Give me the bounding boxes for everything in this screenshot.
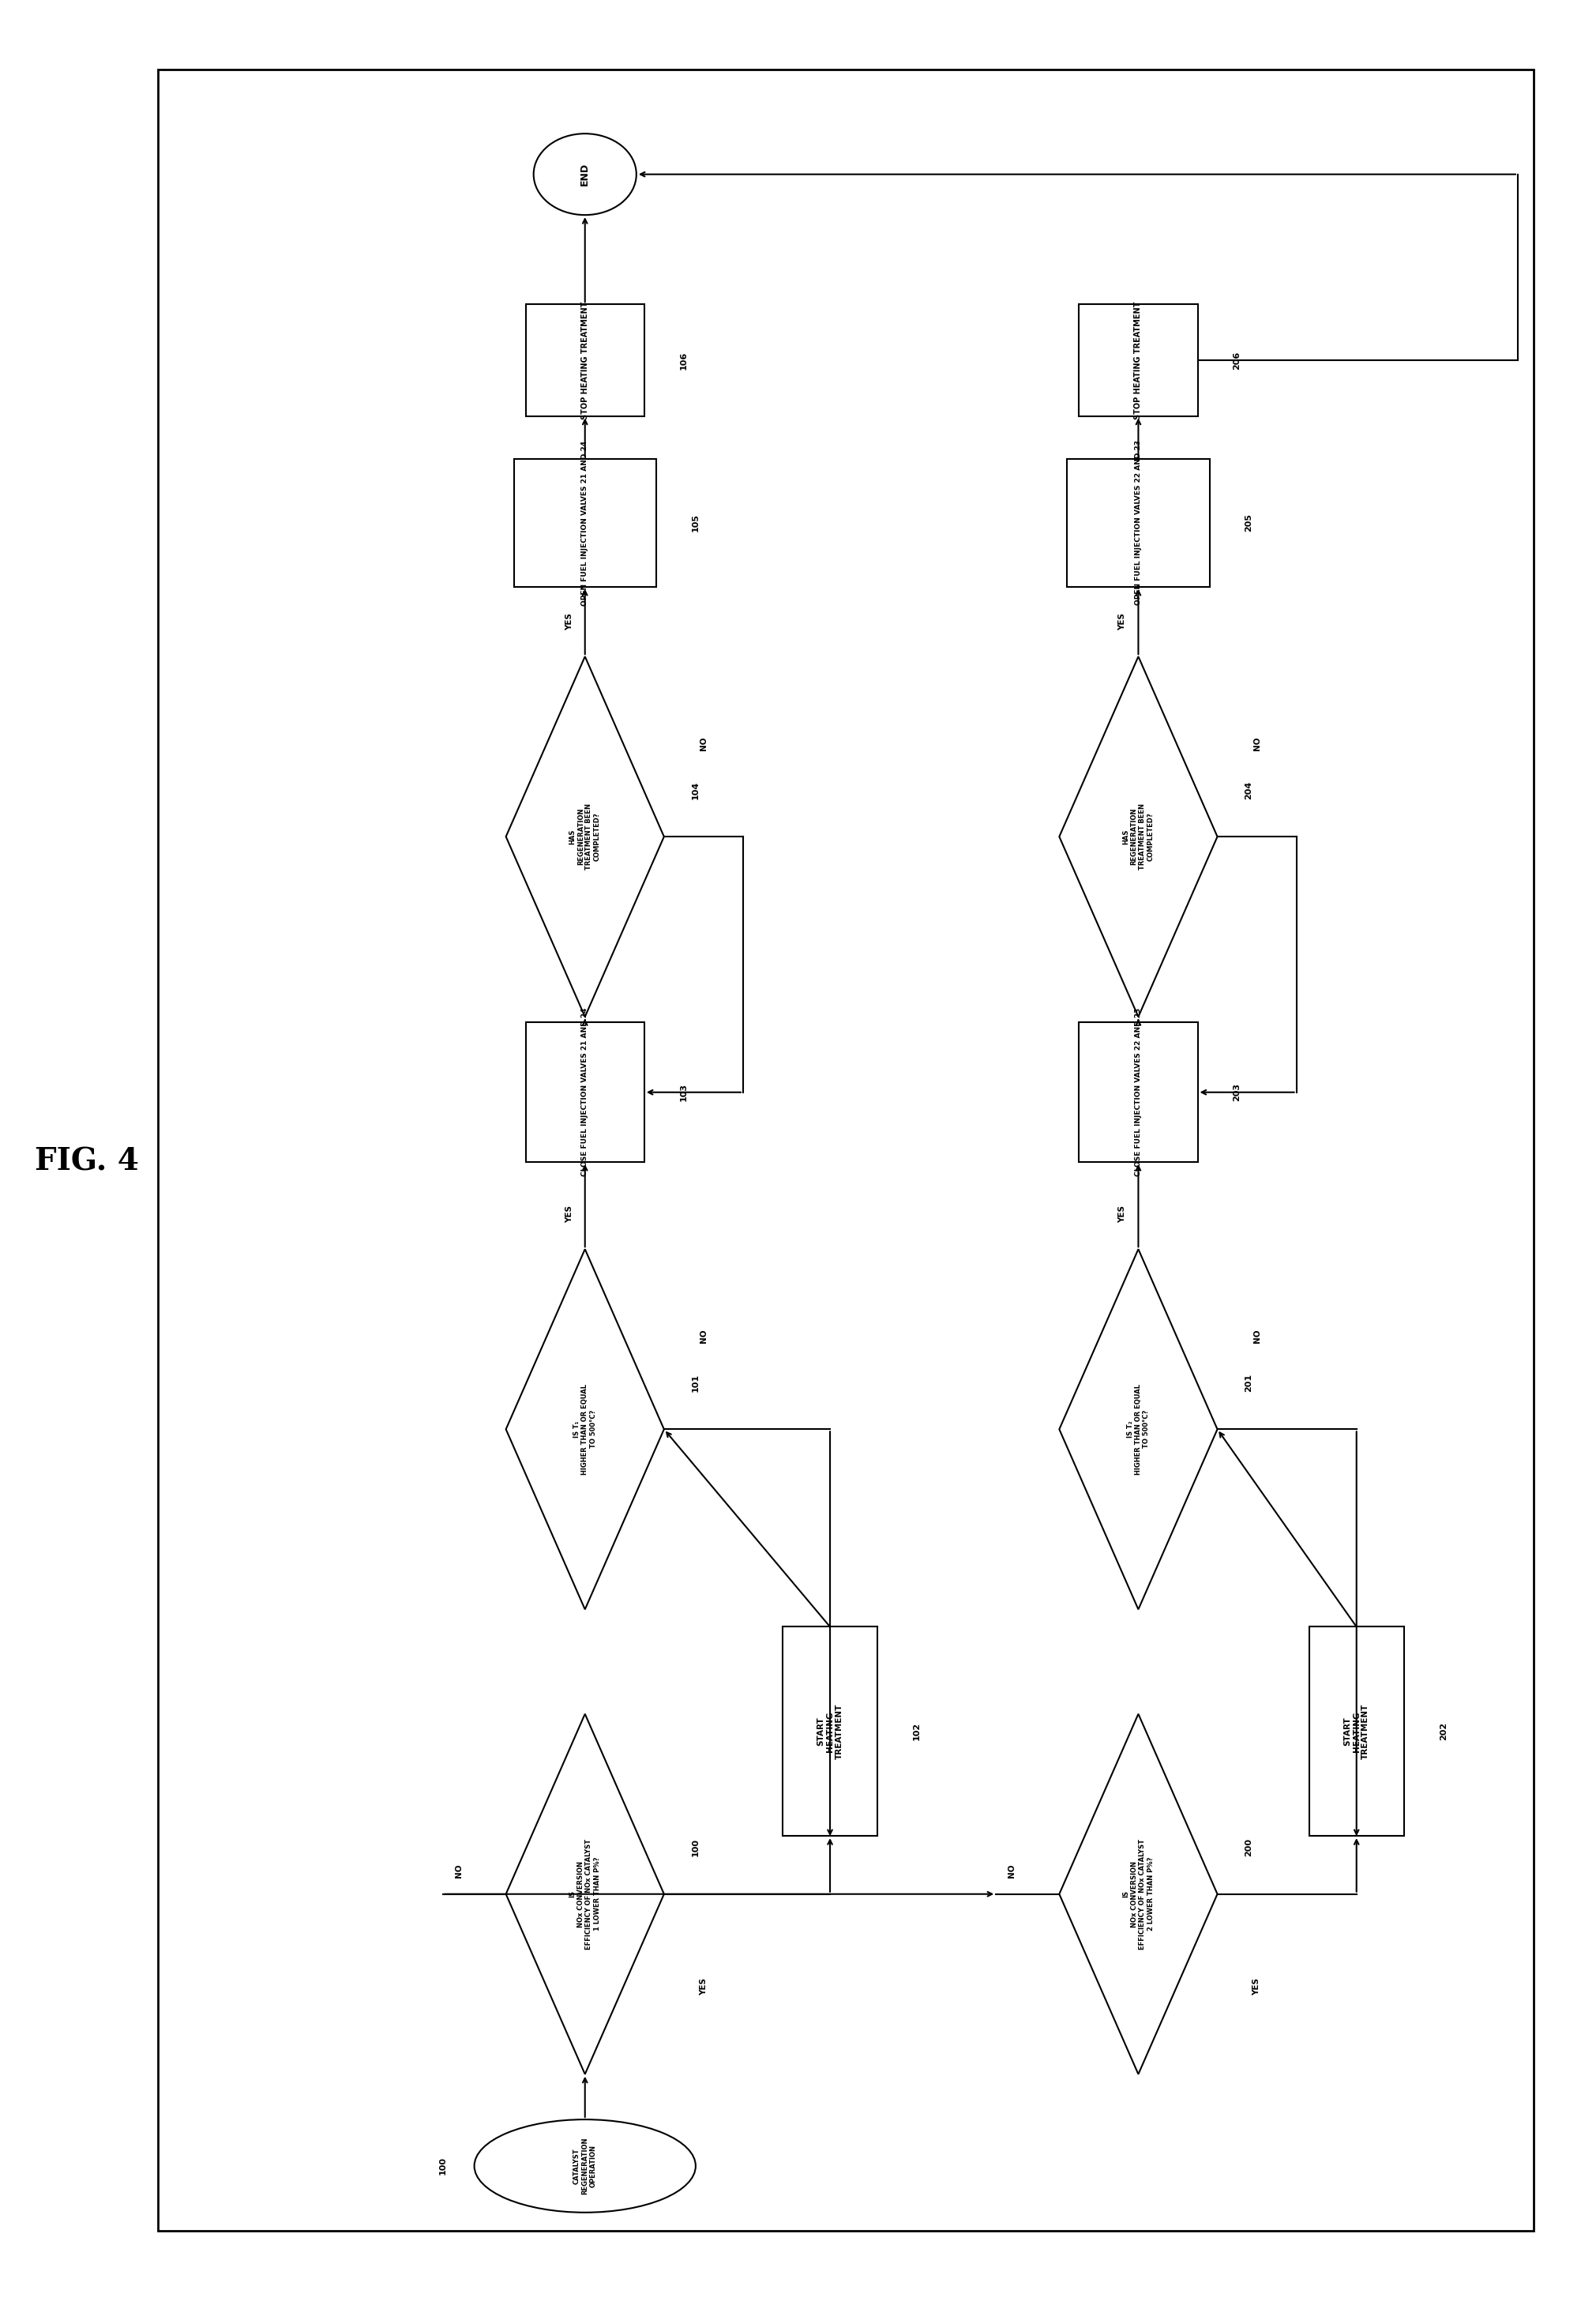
Text: OPEN FUEL INJECTION VALVES 22 AND 23: OPEN FUEL INJECTION VALVES 22 AND 23 — [1135, 439, 1141, 607]
Text: 205: 205 — [1246, 514, 1252, 532]
Text: 106: 106 — [680, 351, 688, 370]
Text: IS
NOx CONVERSION
EFFICIENCY OF NOx CATALYST
2 LOWER THAN P%?: IS NOx CONVERSION EFFICIENCY OF NOx CATA… — [1123, 1838, 1154, 1950]
Text: START
HEATING
TREATMENT: START HEATING TREATMENT — [1344, 1703, 1369, 1759]
Text: 203: 203 — [1233, 1083, 1241, 1102]
Text: START
HEATING
TREATMENT: START HEATING TREATMENT — [817, 1703, 843, 1759]
Text: STOP HEATING TREATMENT: STOP HEATING TREATMENT — [1135, 302, 1141, 418]
Text: 202: 202 — [1440, 1722, 1447, 1741]
Polygon shape — [506, 1715, 664, 2075]
Text: IS
NOx CONVERSION
EFFICIENCY OF NOx CATALYST
1 LOWER THAN P%?: IS NOx CONVERSION EFFICIENCY OF NOx CATA… — [569, 1838, 601, 1950]
Text: 105: 105 — [692, 514, 699, 532]
Text: STOP HEATING TREATMENT: STOP HEATING TREATMENT — [582, 302, 588, 418]
Polygon shape — [1059, 1715, 1217, 2075]
Text: END: END — [580, 163, 590, 186]
Polygon shape — [506, 655, 664, 1018]
Text: 104: 104 — [692, 781, 699, 799]
Text: IS T₂
HIGHER THAN OR EQUAL
TO 500°C?: IS T₂ HIGHER THAN OR EQUAL TO 500°C? — [1127, 1383, 1149, 1476]
Text: FIG. 4: FIG. 4 — [35, 1148, 139, 1176]
FancyBboxPatch shape — [525, 1023, 645, 1162]
FancyBboxPatch shape — [1078, 1023, 1198, 1162]
Text: 100: 100 — [692, 1838, 699, 1857]
Text: 100: 100 — [440, 2157, 446, 2175]
Ellipse shape — [533, 132, 636, 216]
FancyBboxPatch shape — [1067, 458, 1209, 588]
Text: NO: NO — [1254, 1329, 1260, 1343]
Text: 201: 201 — [1246, 1373, 1252, 1392]
Text: 102: 102 — [914, 1722, 920, 1741]
Ellipse shape — [474, 2119, 696, 2212]
Text: 101: 101 — [692, 1373, 699, 1392]
Text: YES: YES — [700, 1978, 707, 1996]
Text: NO: NO — [700, 737, 707, 751]
FancyBboxPatch shape — [525, 304, 645, 416]
Text: YES: YES — [566, 1206, 572, 1222]
Text: CATALYST
REGENERATION
OPERATION: CATALYST REGENERATION OPERATION — [574, 2138, 596, 2194]
FancyBboxPatch shape — [158, 70, 1534, 2231]
Text: YES: YES — [1254, 1978, 1260, 1996]
FancyBboxPatch shape — [783, 1627, 877, 1836]
Text: HAS
REGENERATION
TREATMENT BEEN
COMPLETED?: HAS REGENERATION TREATMENT BEEN COMPLETE… — [1123, 804, 1154, 869]
Text: NO: NO — [700, 1329, 707, 1343]
Text: NO: NO — [1254, 737, 1260, 751]
Text: 200: 200 — [1246, 1838, 1252, 1857]
Polygon shape — [1059, 655, 1217, 1018]
FancyBboxPatch shape — [1078, 304, 1198, 416]
Text: YES: YES — [566, 614, 572, 630]
Text: CLOSE FUEL INJECTION VALVES 22 AND 23: CLOSE FUEL INJECTION VALVES 22 AND 23 — [1135, 1009, 1141, 1176]
Polygon shape — [1059, 1250, 1217, 1608]
FancyBboxPatch shape — [1309, 1627, 1404, 1836]
Text: CLOSE FUEL INJECTION VALVES 21 AND 24: CLOSE FUEL INJECTION VALVES 21 AND 24 — [582, 1009, 588, 1176]
Text: YES: YES — [1119, 614, 1126, 630]
Text: 206: 206 — [1233, 351, 1241, 370]
Text: OPEN FUEL INJECTION VALVES 21 AND 24: OPEN FUEL INJECTION VALVES 21 AND 24 — [582, 439, 588, 607]
Text: 103: 103 — [680, 1083, 688, 1102]
Text: HAS
REGENERATION
TREATMENT BEEN
COMPLETED?: HAS REGENERATION TREATMENT BEEN COMPLETE… — [569, 804, 601, 869]
Text: IS T₁
HIGHER THAN OR EQUAL
TO 500°C?: IS T₁ HIGHER THAN OR EQUAL TO 500°C? — [574, 1383, 596, 1476]
Text: 204: 204 — [1246, 781, 1252, 799]
Polygon shape — [506, 1250, 664, 1608]
Text: YES: YES — [1119, 1206, 1126, 1222]
FancyBboxPatch shape — [514, 458, 656, 588]
Text: NO: NO — [455, 1864, 462, 1878]
Text: NO: NO — [1009, 1864, 1015, 1878]
